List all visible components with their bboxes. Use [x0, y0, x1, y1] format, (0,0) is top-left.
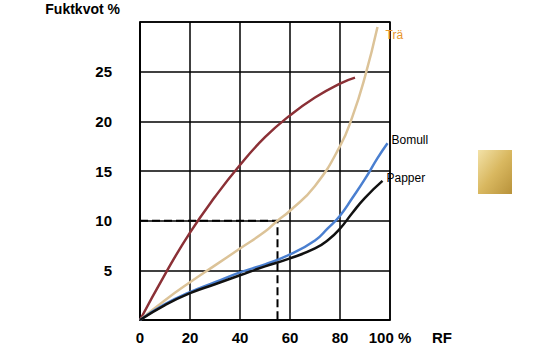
svg-text:Papper: Papper: [387, 171, 426, 185]
svg-text:80: 80: [332, 329, 349, 346]
svg-text:20: 20: [182, 329, 199, 346]
svg-text:60: 60: [282, 329, 299, 346]
svg-text:Fuktkvot %: Fuktkvot %: [45, 1, 120, 17]
svg-text:5: 5: [104, 262, 112, 279]
svg-text:20: 20: [95, 113, 112, 130]
svg-text:100 %: 100 %: [369, 329, 412, 346]
svg-text:40: 40: [232, 329, 249, 346]
svg-text:15: 15: [95, 163, 112, 180]
svg-text:Bomull: Bomull: [392, 133, 429, 147]
svg-text:Trä: Trä: [386, 28, 404, 42]
svg-text:10: 10: [95, 212, 112, 229]
svg-text:25: 25: [95, 63, 112, 80]
svg-text:RF: RF: [432, 329, 452, 346]
svg-text:0: 0: [136, 329, 144, 346]
